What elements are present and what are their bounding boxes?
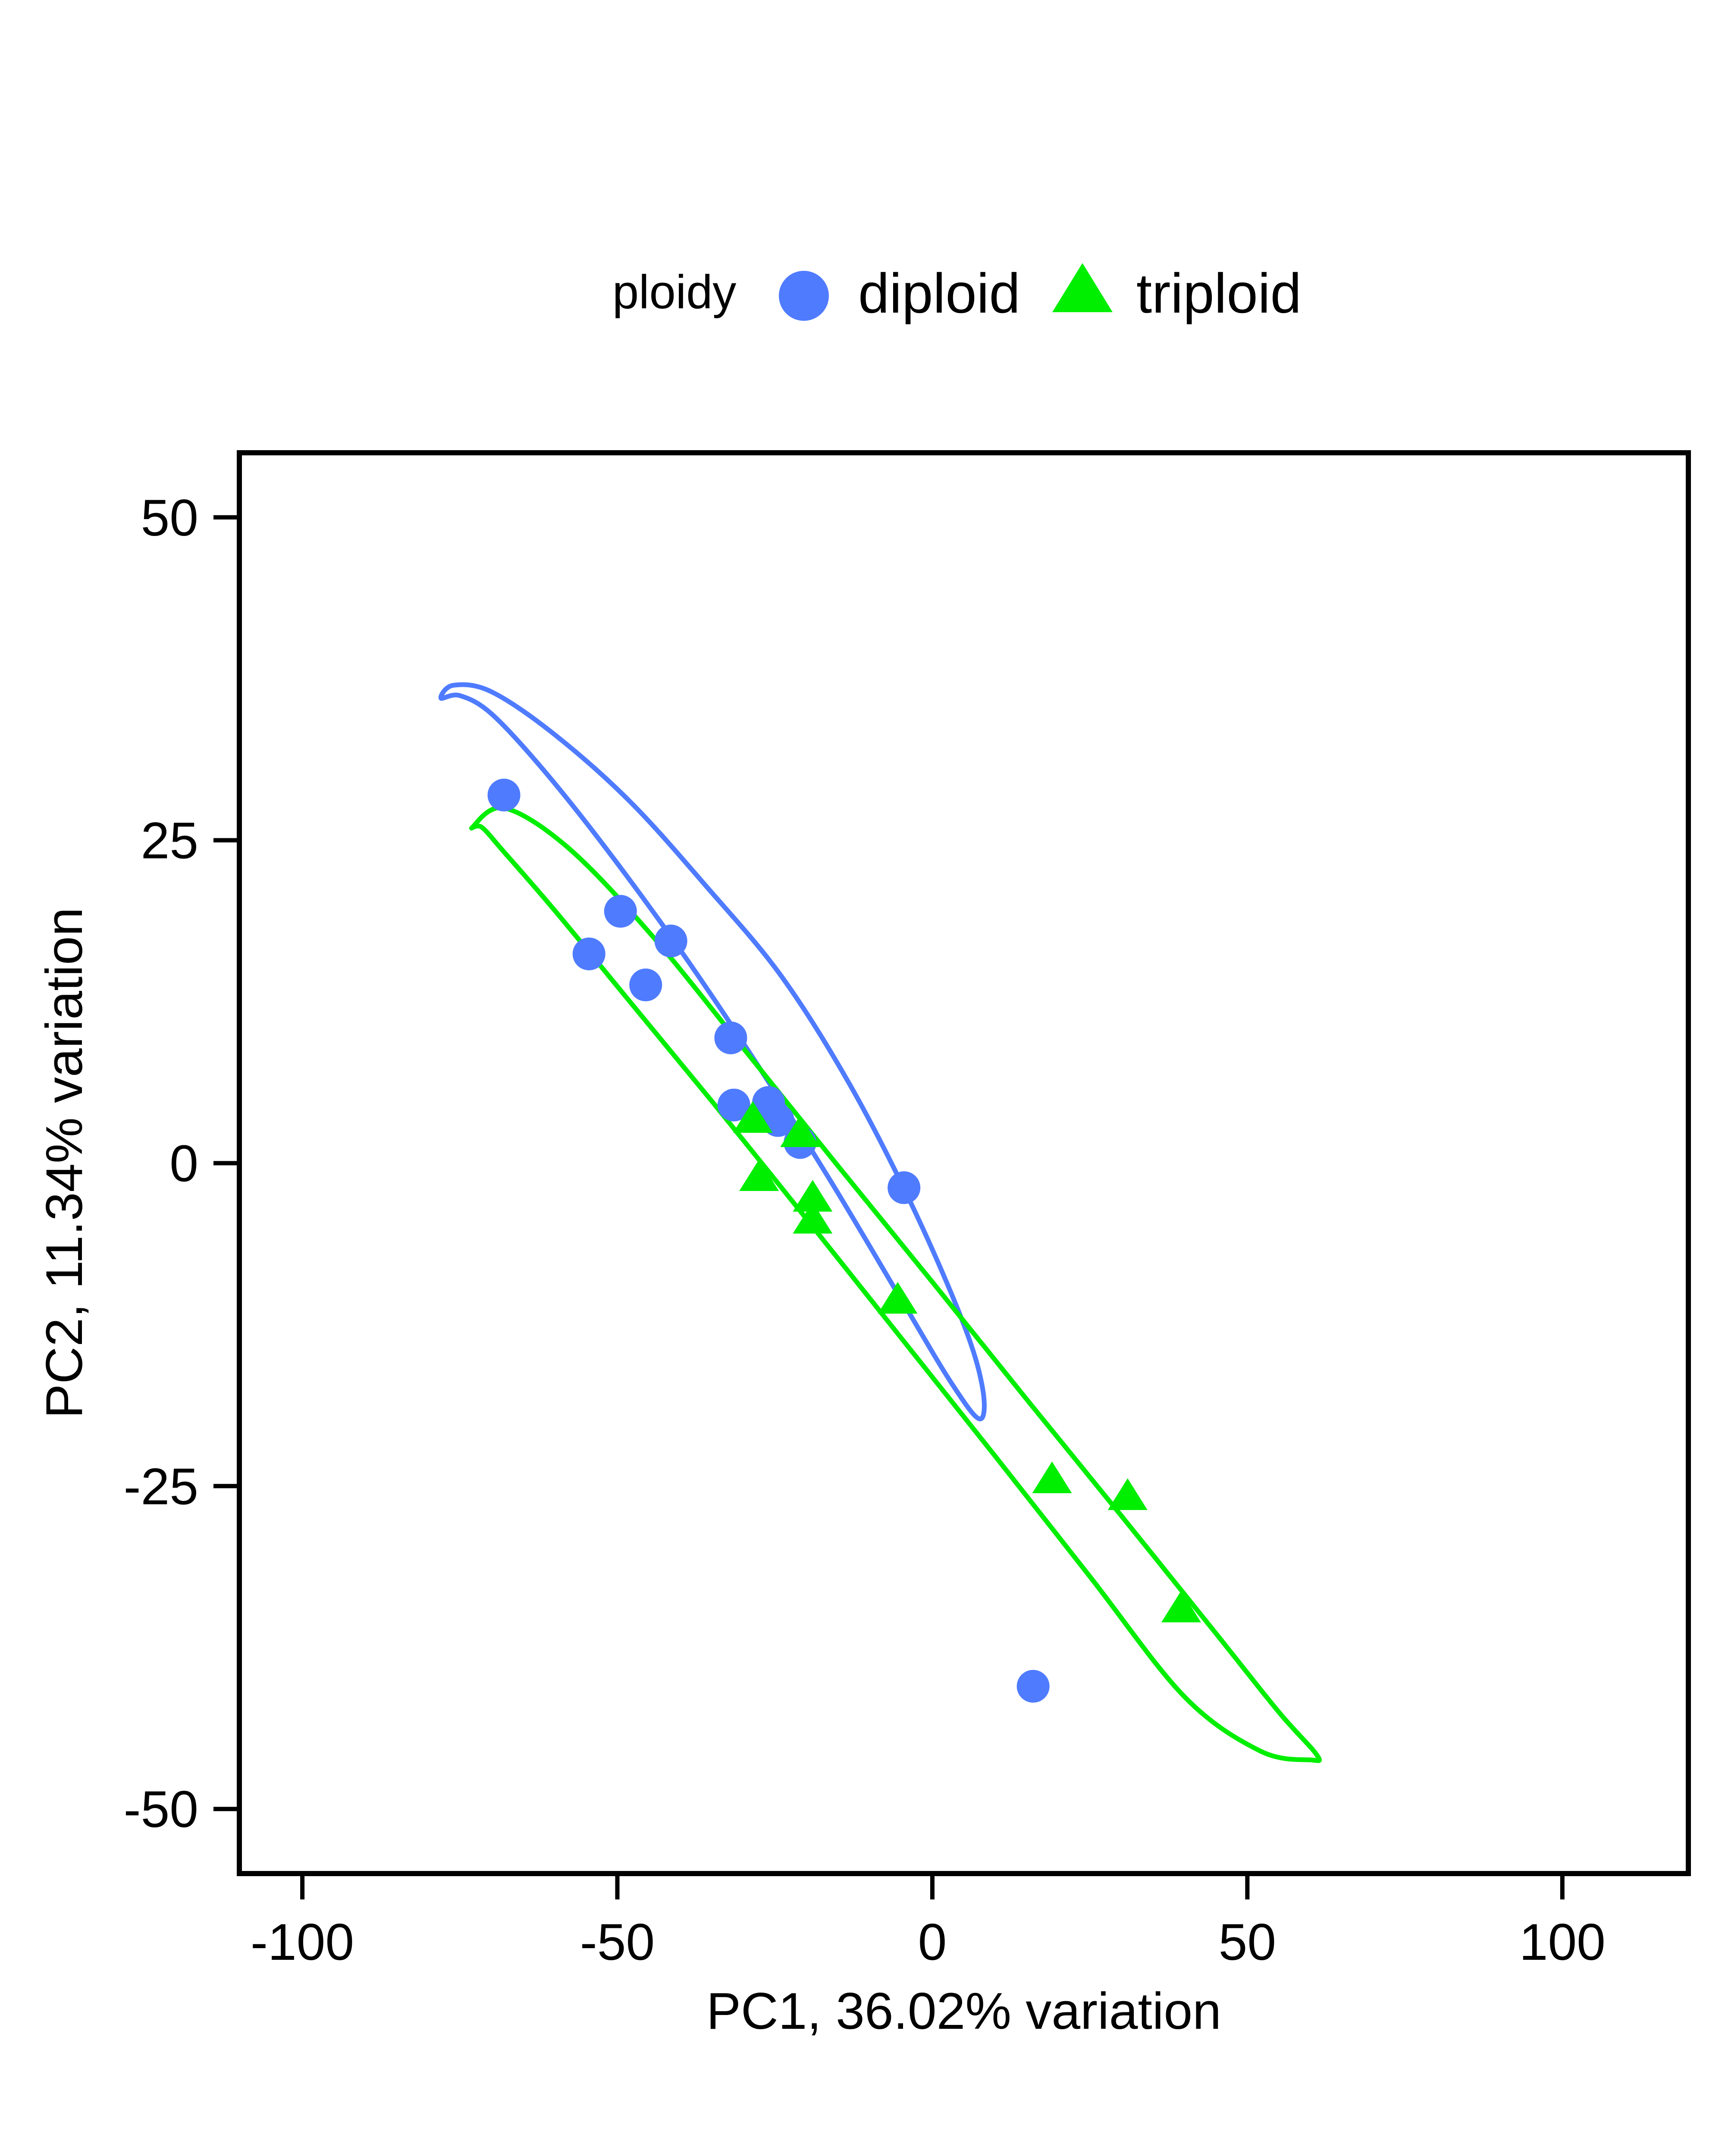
- x-tick-label: -100: [251, 1913, 354, 1971]
- point-triploid: [1107, 1478, 1148, 1510]
- y-tick-label: -25: [124, 1457, 198, 1515]
- y-axis-label: PC2, 11.34% variation: [35, 907, 93, 1418]
- legend-title: ploidy: [612, 266, 736, 319]
- point-triploid: [1161, 1590, 1201, 1623]
- data-points: [487, 778, 1201, 1703]
- x-tick-label: 0: [918, 1913, 947, 1971]
- plot-frame: [237, 450, 1691, 1876]
- point-diploid: [604, 895, 637, 928]
- y-tick-label: -50: [124, 1780, 198, 1838]
- point-triploid: [793, 1180, 833, 1212]
- point-diploid: [629, 968, 662, 1002]
- point-diploid: [654, 924, 687, 958]
- legend: ploidy diploid triploid: [612, 262, 1302, 325]
- point-triploid: [733, 1101, 773, 1133]
- ellipse-diploid: [438, 682, 987, 1422]
- y-axis: 50 25 0 -25 -50: [124, 489, 239, 1838]
- x-axis: -100 -50 0 50 100: [251, 1874, 1606, 1971]
- y-tick-label: 0: [169, 1135, 198, 1193]
- point-diploid: [714, 1021, 747, 1054]
- point-triploid: [1032, 1461, 1072, 1493]
- y-tick-label: 50: [141, 489, 198, 547]
- x-axis-label: PC1, 36.02% variation: [706, 1982, 1221, 2040]
- x-tick-label: 100: [1519, 1913, 1606, 1971]
- legend-triploid-marker: [1052, 263, 1113, 312]
- point-diploid: [717, 1088, 750, 1122]
- ellipse-triploid: [469, 805, 1322, 1763]
- point-triploid: [878, 1282, 918, 1314]
- confidence-ellipses: [438, 682, 1322, 1763]
- y-tick-label: 25: [141, 812, 198, 870]
- point-diploid: [487, 778, 521, 812]
- x-tick-label: 50: [1219, 1913, 1276, 1971]
- legend-diploid-label: diploid: [858, 262, 1020, 325]
- point-diploid: [1016, 1670, 1050, 1703]
- legend-diploid-marker: [779, 271, 829, 321]
- point-triploid: [739, 1159, 779, 1191]
- x-tick-label: -50: [580, 1913, 655, 1971]
- point-triploid: [780, 1115, 820, 1147]
- point-diploid: [888, 1171, 921, 1204]
- point-triploid: [793, 1202, 833, 1234]
- legend-triploid-label: triploid: [1136, 262, 1302, 325]
- point-diploid: [572, 937, 605, 971]
